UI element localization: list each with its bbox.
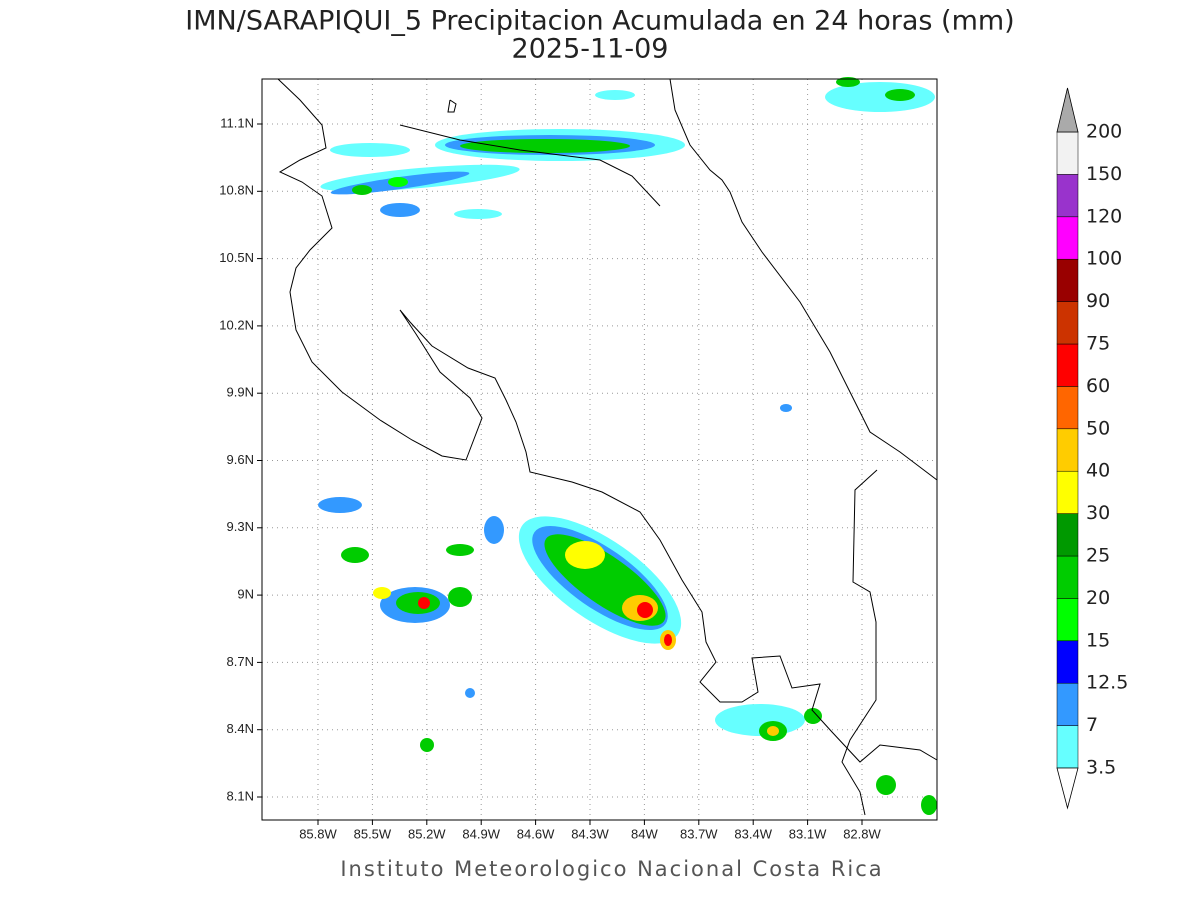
- legend-under: [1056, 767, 1079, 810]
- y-tick-label: 9.6N: [227, 452, 254, 467]
- x-tick-label: 85.8W: [299, 826, 337, 841]
- y-tick-label: 9N: [237, 587, 254, 602]
- nicaragua-border: [399, 124, 661, 207]
- y-tick-label: 10.2N: [219, 317, 254, 332]
- x-tick-label: 83.7W: [680, 826, 718, 841]
- rain-area: [352, 185, 372, 195]
- axis-labels: 85.8W 85.5W 85.2W 84.9W 84.6W 84.3W 84W 83.7W 83…: [219, 115, 881, 841]
- rain-area: [448, 587, 472, 607]
- caribbean-coast: [669, 78, 938, 481]
- rain-area: [373, 587, 391, 599]
- color-legend: 3.5 7 12.5 15 20 25 30 40 50 60 75 90 100 120 150 200: [1056, 87, 1128, 810]
- pacific-coast: [277, 78, 938, 763]
- rain-area: [318, 497, 362, 513]
- rain-area: [418, 597, 430, 609]
- y-tick-label: 8.7N: [227, 654, 254, 669]
- x-tick-label: 84.6W: [517, 826, 555, 841]
- date: 2025-11-09: [512, 34, 669, 65]
- legend-swatch: [1056, 555, 1079, 599]
- x-tick-label: 82.8W: [843, 826, 881, 841]
- legend-label: 20: [1086, 587, 1110, 609]
- x-tick-label: 83.4W: [734, 826, 772, 841]
- precipitation: [318, 77, 937, 815]
- legend-label: 15: [1086, 629, 1110, 651]
- legend-label: 12.5: [1086, 672, 1128, 694]
- legend-swatch: [1056, 301, 1079, 345]
- x-tick-label: 84.9W: [462, 826, 500, 841]
- y-tick-label: 8.4N: [227, 721, 254, 736]
- legend-label: 3.5: [1086, 757, 1116, 779]
- rain-area: [446, 544, 474, 556]
- legend-label: 75: [1086, 333, 1110, 355]
- legend-label: 7: [1086, 714, 1098, 736]
- legend-swatch: [1056, 428, 1079, 472]
- rain-area: [804, 708, 822, 724]
- legend-swatch: [1056, 258, 1079, 302]
- x-tick-label: 83.1W: [789, 826, 827, 841]
- rain-area: [388, 177, 408, 187]
- y-tick-label: 10.8N: [219, 183, 254, 198]
- legend-label: 100: [1086, 248, 1122, 270]
- legend-swatch: [1056, 131, 1079, 175]
- y-tick-label: 11.1N: [220, 115, 254, 130]
- rain-area: [565, 541, 605, 569]
- grid: [262, 79, 937, 820]
- legend-label: 60: [1086, 375, 1110, 397]
- legend-label: 25: [1086, 545, 1110, 567]
- rain-area: [460, 139, 630, 153]
- y-tick-label: 9.3N: [227, 519, 254, 534]
- rain-area: [420, 738, 434, 752]
- x-tick-label: 85.2W: [408, 826, 446, 841]
- rain-area: [825, 82, 935, 112]
- y-tick-label: 9.9N: [227, 385, 254, 400]
- legend-label: 50: [1086, 417, 1110, 439]
- panama-border: [841, 469, 878, 816]
- coastline: [277, 78, 938, 816]
- rain-area: [876, 775, 896, 795]
- x-tick-label: 84W: [631, 826, 658, 841]
- legend-swatch: [1056, 386, 1079, 430]
- x-tick-label: 84.3W: [571, 826, 609, 841]
- rain-area: [465, 688, 475, 698]
- legend-label: 40: [1086, 460, 1110, 482]
- rain-area: [595, 90, 635, 100]
- legend-swatch: [1056, 513, 1079, 557]
- legend-swatch: [1056, 174, 1079, 218]
- rain-area: [780, 404, 792, 412]
- legend-label: 90: [1086, 290, 1110, 312]
- legend-label: 200: [1086, 121, 1122, 143]
- legend-label: 120: [1086, 205, 1122, 227]
- legend-swatch: [1056, 470, 1079, 514]
- rain-area: [885, 89, 915, 101]
- legend-swatch: [1056, 640, 1079, 684]
- legend-over: [1056, 87, 1079, 133]
- lake: [447, 99, 457, 113]
- legend-swatch: [1056, 725, 1079, 769]
- rain-area: [767, 726, 779, 736]
- legend-label: 30: [1086, 502, 1110, 524]
- rain-area: [921, 795, 937, 815]
- rain-area: [330, 143, 410, 157]
- legend-swatch: [1056, 682, 1079, 726]
- rain-area: [454, 209, 502, 219]
- legend-swatch: [1056, 343, 1079, 387]
- rain-area: [664, 634, 672, 646]
- legend-swatch: [1056, 598, 1079, 642]
- rain-area: [341, 547, 369, 563]
- rain-area: [484, 516, 504, 544]
- legend-swatch: [1056, 216, 1079, 260]
- map-frame: [261, 78, 938, 821]
- rain-area: [380, 203, 420, 217]
- rain-area: [637, 602, 653, 618]
- legend-label: 150: [1086, 163, 1122, 185]
- x-tick-label: 85.5W: [354, 826, 392, 841]
- y-tick-label: 10.5N: [219, 250, 254, 265]
- footer: Instituto Meteorologico Nacional Costa R…: [340, 857, 883, 881]
- title: IMN/SARAPIQUI_5 Precipitacion Acumulada …: [185, 6, 1014, 37]
- y-tick-label: 8.1N: [227, 788, 254, 803]
